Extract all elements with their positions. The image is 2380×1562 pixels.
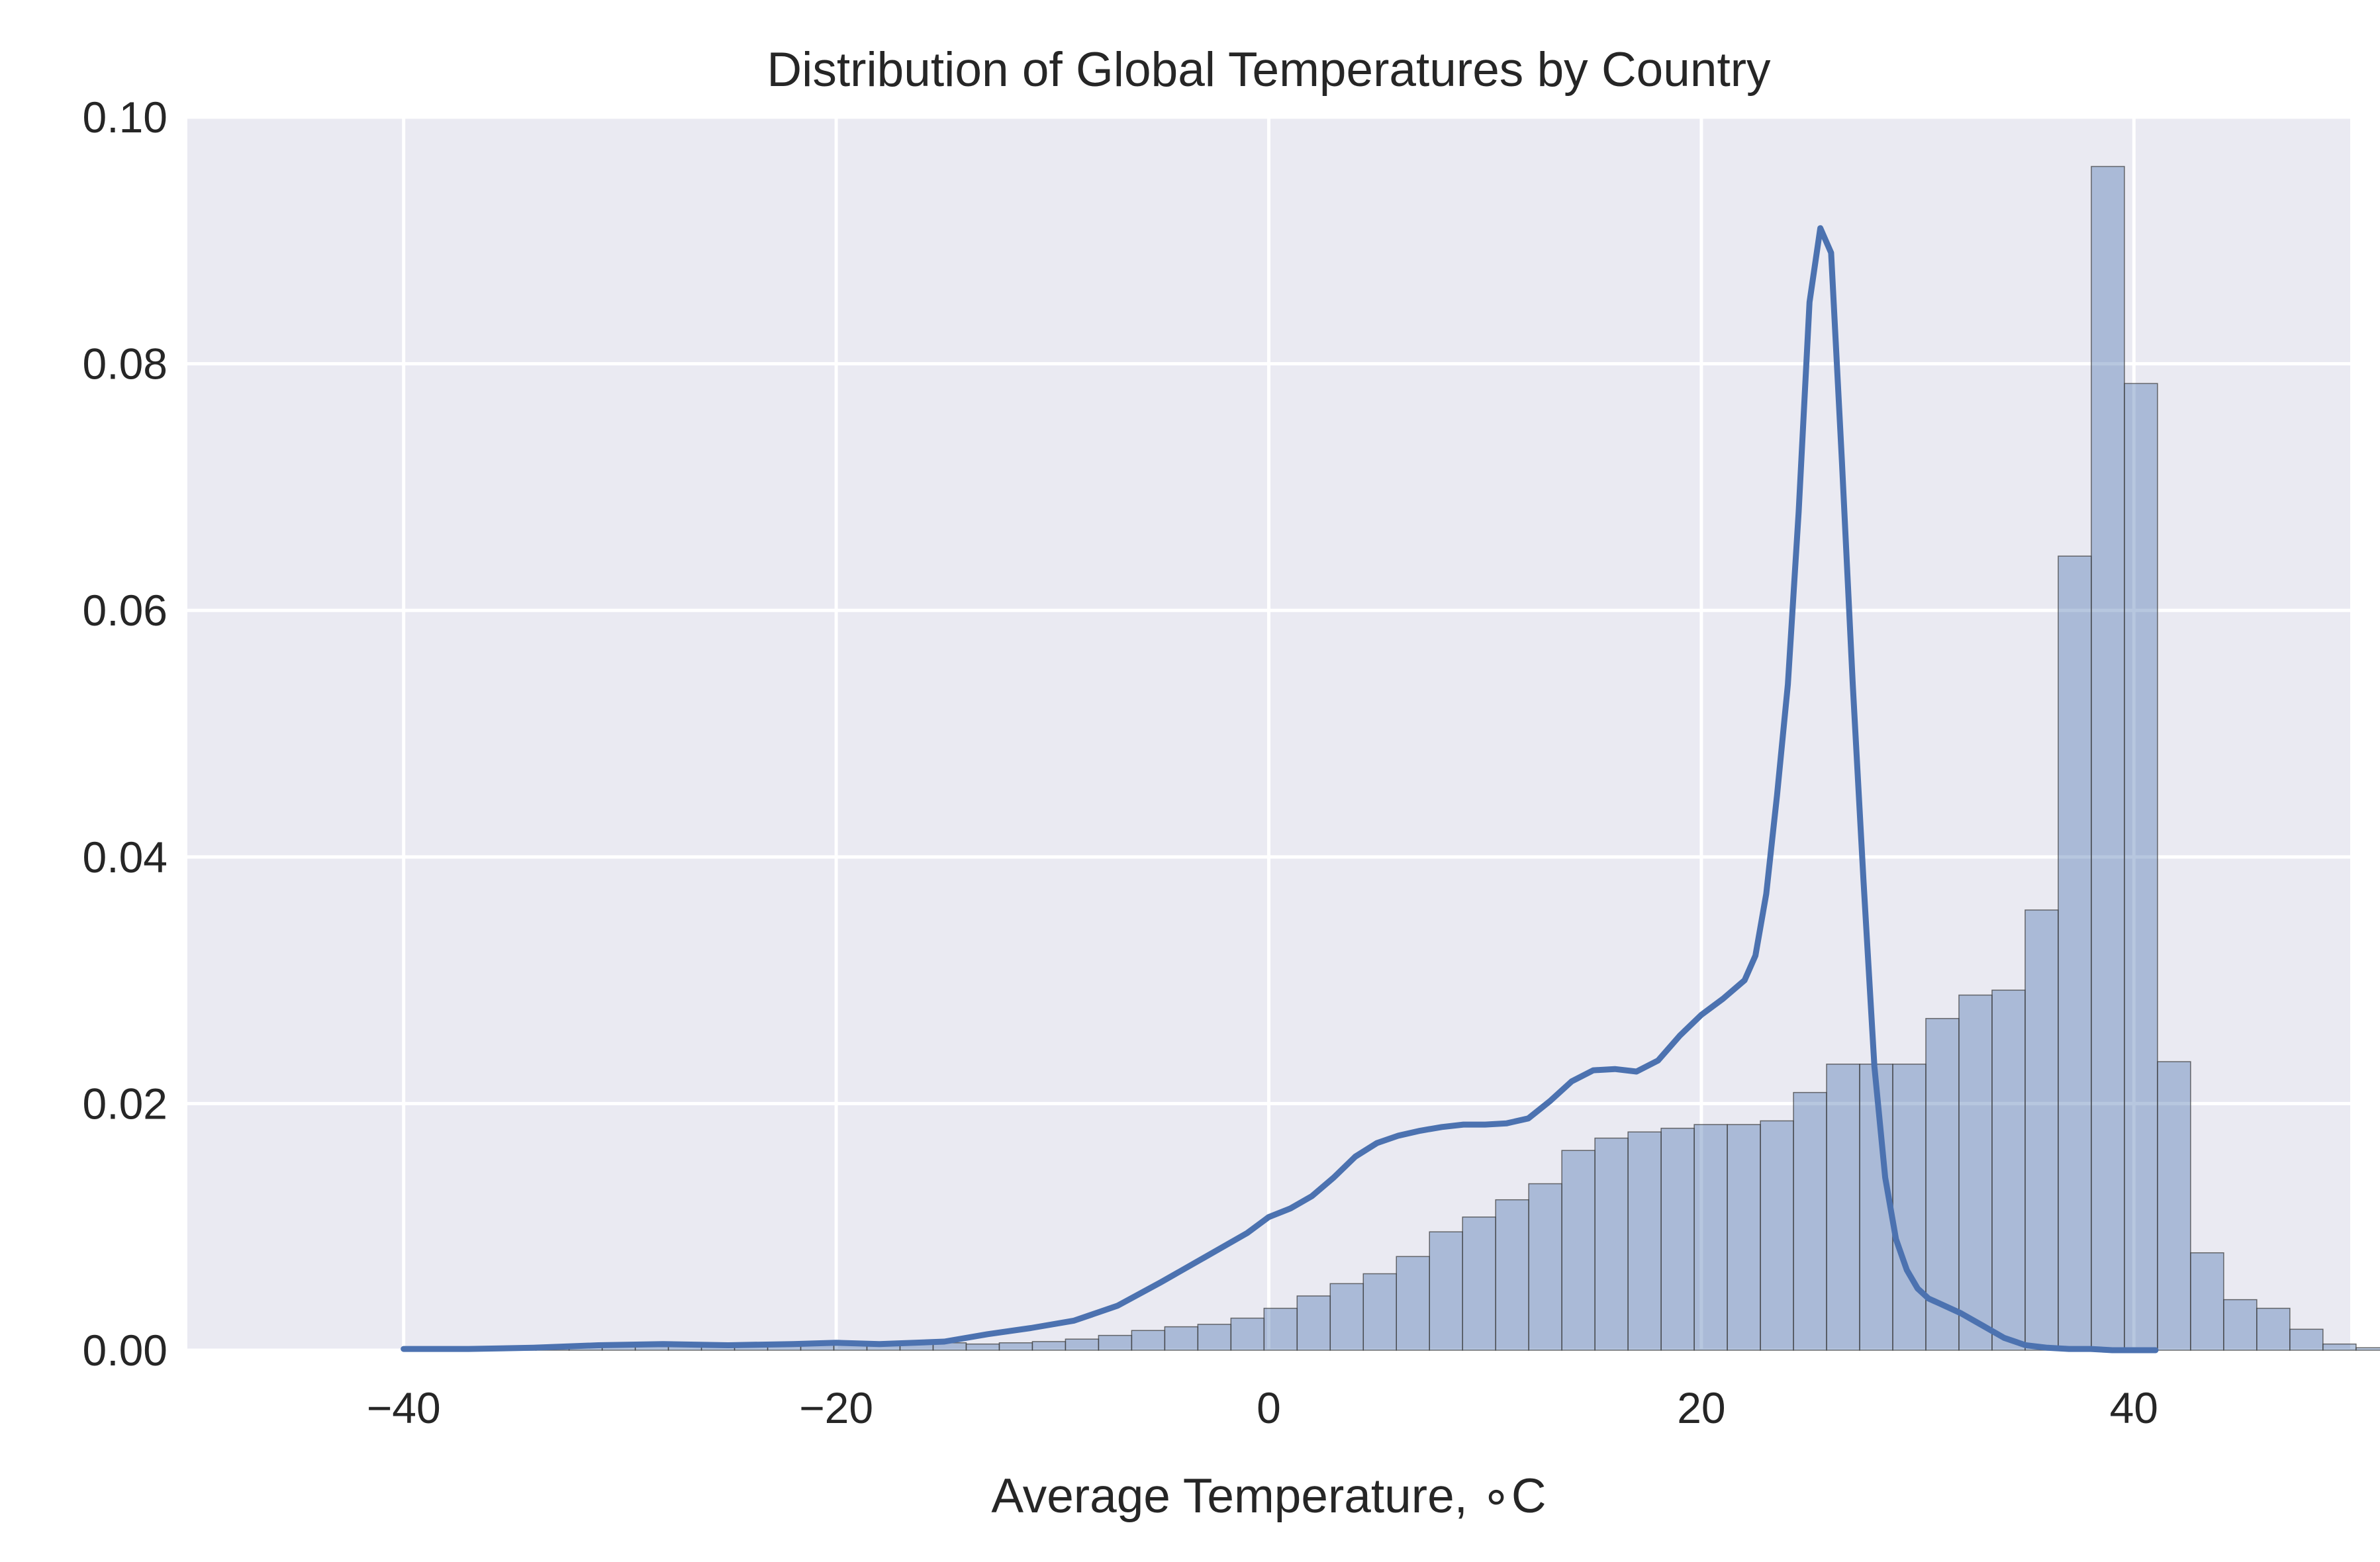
histogram-bar xyxy=(2356,1347,2380,1351)
histogram-bar xyxy=(1164,1326,1199,1351)
histogram-bar xyxy=(1329,1283,1364,1351)
histogram-bar xyxy=(1627,1131,1662,1351)
histogram-bar xyxy=(2190,1252,2224,1351)
histogram-bar xyxy=(2024,909,2059,1351)
y-axis: 0.00 0.02 0.04 0.06 0.08 0.10 xyxy=(83,93,167,1375)
histogram-bar xyxy=(1131,1330,1166,1351)
histogram-bar xyxy=(1065,1338,1100,1351)
histogram-bar xyxy=(2289,1328,2324,1351)
histogram-bar xyxy=(1727,1124,1761,1351)
histogram-bar xyxy=(2256,1307,2291,1351)
histogram-bar xyxy=(1925,1018,1960,1351)
x-axis-label: Average Temperature, ∘C xyxy=(991,1469,1546,1523)
histogram-bar xyxy=(2322,1343,2357,1351)
histogram-bar xyxy=(1693,1124,1728,1351)
chart-title: Distribution of Global Temperatures by C… xyxy=(767,43,1771,97)
histogram-bar xyxy=(2223,1299,2258,1351)
y-tick-label: 0.02 xyxy=(83,1079,167,1128)
x-tick-label: −20 xyxy=(799,1383,873,1432)
histogram-bar xyxy=(1495,1199,1529,1351)
histogram-bar xyxy=(1396,1256,1430,1351)
x-tick-label: 0 xyxy=(1257,1383,1281,1432)
histogram-bar xyxy=(1892,1064,1927,1351)
histogram-bar xyxy=(1528,1183,1562,1351)
histogram-bar xyxy=(2124,383,2158,1351)
histogram-bar xyxy=(1296,1295,1331,1351)
histogram-bar xyxy=(1660,1127,1695,1351)
y-tick-label: 0.10 xyxy=(83,93,167,142)
kde-line xyxy=(401,225,2159,1354)
histogram-bar xyxy=(998,1342,1033,1351)
histogram-bar xyxy=(1263,1307,1298,1351)
x-tick-label: 20 xyxy=(1677,1383,1725,1432)
x-axis: −40 −20 0 20 40 xyxy=(367,1383,2158,1432)
x-tick-label: 40 xyxy=(2110,1383,2158,1432)
histogram-bar xyxy=(2091,165,2125,1351)
x-tick-label: −40 xyxy=(367,1383,441,1432)
histogram-bar xyxy=(1197,1324,1232,1351)
histogram-bar xyxy=(1958,994,1993,1351)
histogram-bar xyxy=(1594,1137,1629,1351)
y-tick-label: 0.06 xyxy=(83,586,167,635)
histogram-bar xyxy=(1462,1217,1496,1351)
y-tick-label: 0.00 xyxy=(83,1326,167,1375)
histogram-bar xyxy=(1098,1334,1133,1351)
y-tick-label: 0.04 xyxy=(83,833,167,882)
histogram-bar xyxy=(1230,1317,1265,1351)
histogram-bar xyxy=(1429,1231,1463,1351)
histogram-bar xyxy=(1561,1150,1595,1351)
histogram-bar xyxy=(1031,1341,1067,1351)
histogram-bar xyxy=(2058,555,2092,1351)
histogram-bar xyxy=(1826,1064,1860,1351)
histogram-bars xyxy=(403,165,2380,1351)
grid xyxy=(187,115,2350,1352)
y-tick-label: 0.08 xyxy=(83,340,167,389)
histogram-bar xyxy=(2157,1061,2191,1351)
histogram-bar xyxy=(1362,1273,1398,1351)
histogram-bar xyxy=(1991,989,2026,1351)
histogram-bar xyxy=(1793,1091,1827,1351)
histogram-bar xyxy=(965,1343,1000,1351)
histogram-bar xyxy=(1760,1120,1794,1351)
